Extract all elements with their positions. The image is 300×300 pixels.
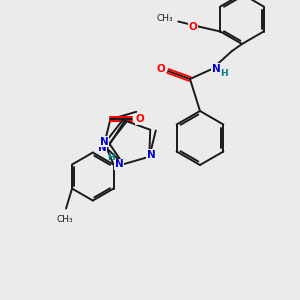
Text: N: N bbox=[115, 159, 124, 169]
Text: N: N bbox=[98, 143, 106, 154]
Text: N: N bbox=[212, 64, 220, 74]
Text: O: O bbox=[189, 22, 198, 32]
Text: CH₃: CH₃ bbox=[157, 14, 173, 23]
Text: O: O bbox=[135, 114, 144, 124]
Text: N: N bbox=[147, 150, 156, 160]
Text: H: H bbox=[220, 70, 228, 79]
Text: N: N bbox=[100, 137, 109, 147]
Text: H: H bbox=[108, 153, 115, 162]
Text: O: O bbox=[157, 64, 165, 74]
Text: CH₃: CH₃ bbox=[57, 214, 73, 224]
